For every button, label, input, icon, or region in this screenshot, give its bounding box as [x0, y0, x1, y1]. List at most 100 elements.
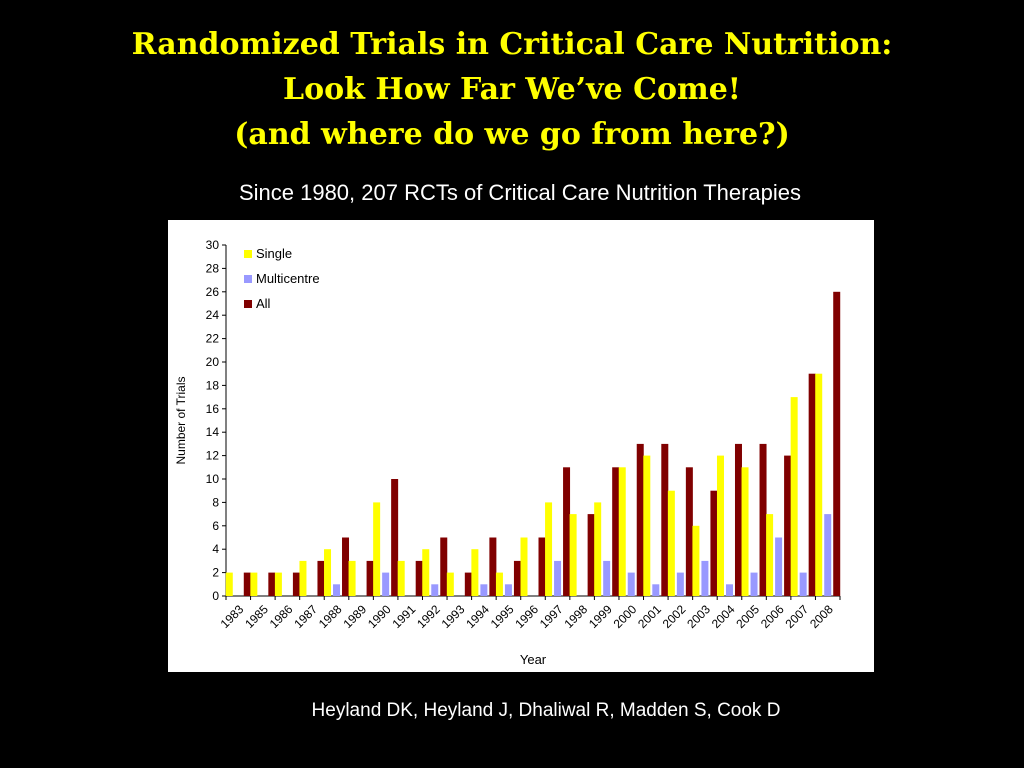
bar-single-1999	[594, 502, 602, 596]
bar-single-1993	[446, 572, 454, 596]
bar-single-1986	[274, 572, 282, 596]
bar-single-1995	[495, 572, 503, 596]
y-tick-label: 8	[212, 495, 219, 509]
y-tick-label: 14	[206, 425, 220, 439]
bar-multicentre-2002	[676, 572, 684, 596]
bar-single-2008	[815, 373, 823, 596]
bar-single-1996	[520, 537, 528, 596]
bar-single-2006	[766, 514, 774, 596]
bar-all-2008	[833, 291, 841, 596]
bar-chart: 0246810121416182022242628301983198519861…	[174, 238, 841, 667]
x-tick-label: 1988	[316, 602, 345, 631]
title-line-1: Randomized Trials in Critical Care Nutri…	[131, 27, 893, 62]
bar-multicentre-1994	[480, 584, 488, 596]
bar-all-1987	[317, 560, 325, 596]
x-tick-label: 2007	[782, 602, 811, 631]
bar-all-2003	[710, 490, 718, 596]
y-tick-label: 18	[206, 378, 220, 392]
bar-single-2004	[716, 455, 724, 596]
citation-text: Heyland DK, Heyland J, Dhaliwal R, Madde…	[311, 700, 781, 721]
title-line-3: (and where do we go from here?)	[234, 117, 790, 152]
x-tick-label: 2005	[733, 602, 762, 631]
bar-multicentre-2000	[627, 572, 635, 596]
bar-all-1992	[440, 537, 448, 596]
bar-all-1993	[464, 572, 472, 596]
bar-multicentre-1988	[333, 584, 341, 596]
x-tick-label: 1987	[291, 602, 320, 631]
legend-swatch-multicentre	[244, 275, 252, 283]
bar-all-2004	[734, 443, 742, 596]
bar-multicentre-1997	[554, 560, 562, 596]
x-tick-label: 2003	[684, 602, 713, 631]
bar-all-1989	[366, 560, 374, 596]
x-tick-label: 1986	[267, 602, 296, 631]
bar-all-1983	[243, 572, 251, 596]
bar-single-1997	[545, 502, 553, 596]
y-tick-label: 20	[206, 355, 220, 369]
bar-multicentre-1990	[382, 572, 390, 596]
bar-multicentre-2001	[652, 584, 660, 596]
x-tick-label: 1993	[439, 602, 468, 631]
y-tick-label: 2	[212, 566, 219, 580]
bar-all-2006	[784, 455, 792, 596]
bar-multicentre-2007	[799, 572, 807, 596]
bar-all-2002	[685, 467, 693, 596]
bar-single-1983	[225, 572, 233, 596]
x-tick-label: 2001	[635, 602, 664, 631]
legend-label-multicentre: Multicentre	[256, 271, 320, 286]
y-tick-label: 0	[212, 589, 219, 603]
bar-all-1990	[391, 479, 399, 596]
bar-all-1994	[489, 537, 497, 596]
y-tick-label: 28	[206, 261, 220, 275]
bar-single-2003	[692, 525, 700, 596]
x-tick-label: 2004	[709, 602, 738, 631]
bar-single-1987	[299, 560, 307, 596]
bar-single-1990	[373, 502, 381, 596]
bar-single-1985	[250, 572, 258, 596]
y-tick-label: 12	[206, 449, 220, 463]
bar-multicentre-2005	[750, 572, 758, 596]
bar-single-1994	[471, 549, 479, 596]
bar-single-2002	[667, 490, 675, 596]
y-tick-label: 16	[206, 402, 220, 416]
y-tick-label: 26	[206, 285, 220, 299]
slide-subtitle: Since 1980, 207 RCTs of Critical Care Nu…	[238, 180, 802, 205]
x-tick-label: 2002	[660, 602, 689, 631]
bar-single-2005	[741, 467, 749, 596]
bar-single-2001	[643, 455, 651, 596]
bar-single-2007	[790, 397, 798, 596]
x-tick-label: 1998	[561, 602, 590, 631]
x-tick-label: 1985	[242, 602, 271, 631]
x-tick-label: 2000	[611, 602, 640, 631]
x-tick-label: 1990	[365, 602, 394, 631]
bar-single-1991	[397, 560, 405, 596]
x-tick-label: 1999	[586, 602, 615, 631]
bar-multicentre-2004	[725, 584, 733, 596]
bar-all-1997	[563, 467, 571, 596]
x-tick-label: 1994	[463, 602, 492, 631]
x-tick-label: 2008	[807, 602, 836, 631]
bar-multicentre-1999	[603, 560, 611, 596]
bar-multicentre-2008	[824, 514, 832, 596]
bar-all-2005	[759, 443, 767, 596]
y-tick-label: 6	[212, 519, 219, 533]
bar-all-1988	[342, 537, 350, 596]
bar-all-1986	[292, 572, 300, 596]
y-axis-title: Number of Trials	[174, 376, 188, 464]
y-tick-label: 10	[206, 472, 220, 486]
y-tick-label: 24	[206, 308, 220, 322]
x-tick-label: 1992	[414, 602, 443, 631]
x-tick-label: 2006	[758, 602, 787, 631]
bar-single-1989	[348, 560, 356, 596]
bar-all-1999	[612, 467, 620, 596]
bar-all-1995	[513, 560, 521, 596]
bar-multicentre-1992	[431, 584, 439, 596]
legend-swatch-single	[244, 250, 252, 258]
bar-single-2000	[618, 467, 626, 596]
x-tick-label: 1995	[488, 602, 517, 631]
slide-title: Randomized Trials in Critical Care Nutri…	[0, 22, 1024, 157]
bar-all-2001	[661, 443, 669, 596]
x-tick-label: 1991	[390, 602, 419, 631]
bar-single-1988	[324, 549, 332, 596]
title-line-2: Look How Far We’ve Come!	[283, 72, 741, 107]
